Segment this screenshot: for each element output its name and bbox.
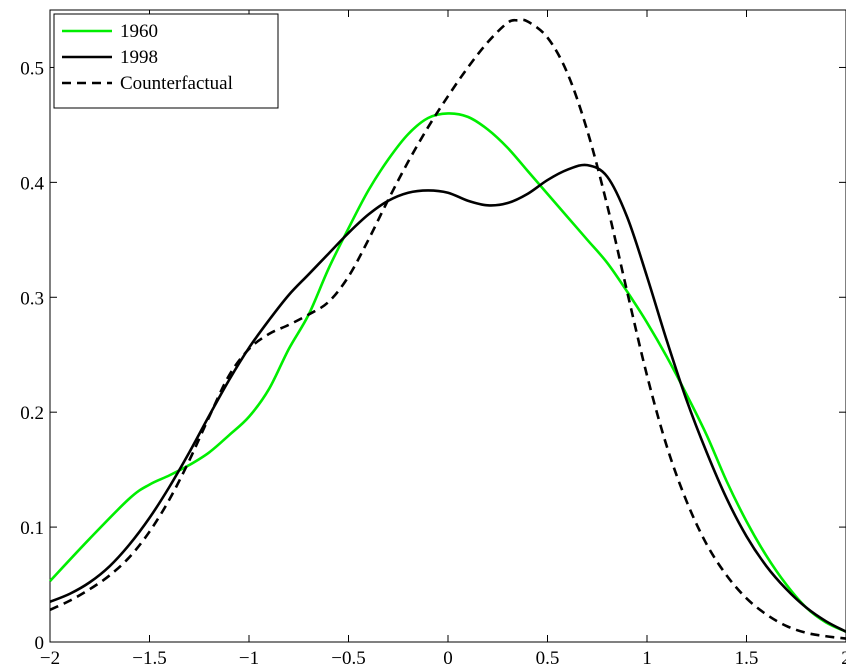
x-tick-label: 1 [642,648,652,669]
legend-label-counterfactual: Counterfactual [120,73,233,94]
x-tick-label: 0.5 [536,648,560,669]
plot-area [49,9,846,643]
x-tick-label: 1.5 [735,648,759,669]
legend-box [53,13,279,109]
legend-label-1960: 1960 [120,21,158,42]
legend-label-1998: 1998 [120,47,158,68]
x-tick-label: 0 [443,648,453,669]
y-tick-label: 0.2 [20,403,44,424]
x-tick-label: −0.5 [331,648,365,669]
y-tick-label: 0 [35,633,45,654]
legend: 1960 1998 Counterfactual [53,13,279,109]
x-tick-label: −1 [239,648,259,669]
y-tick-label: 0.5 [20,58,44,79]
axes: −2 −1.5 −1 −0.5 0 0.5 1 1.5 2 0 0.1 0.2 0.3 0.4 0.5 [20,10,846,669]
series-line-1960 [49,112,846,633]
x-tick-label: −1.5 [132,648,166,669]
y-tick-label: 0.1 [20,518,44,539]
y-tick-label: 0.4 [20,173,44,194]
series-lines [49,18,846,640]
x-tick-label: 2 [841,648,846,669]
series-line-counterfactual [49,18,846,640]
series-line-1998 [49,163,846,633]
y-tick-label: 0.3 [20,288,44,309]
x-tick-label: −2 [40,648,60,669]
